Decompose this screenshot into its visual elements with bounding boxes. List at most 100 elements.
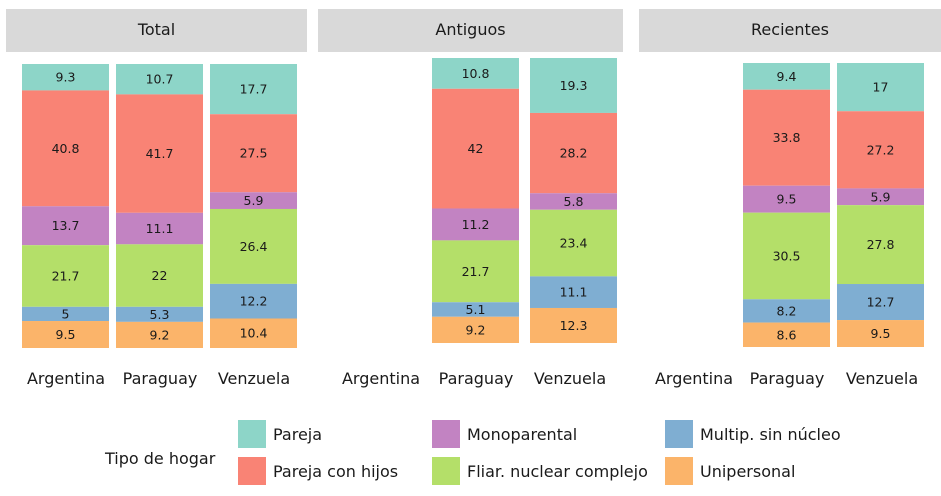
legend-swatch-unipersonal [665, 457, 693, 485]
bar-segment-total-argentina-pareja [22, 64, 109, 91]
legend-label-unipersonal: Unipersonal [700, 462, 795, 481]
bar-segment-recientes-paraguay-pareja [743, 63, 830, 90]
tick-label-total-argentina: Argentina [27, 369, 105, 388]
bar-segment-recientes-paraguay-unipersonal [743, 322, 830, 347]
data-label-total-paraguay-unipersonal: 9.2 [150, 327, 170, 342]
data-label-total-argentina-multip-sin-nucleo: 5 [62, 306, 70, 321]
bar-segment-antiguos-paraguay-pareja-con-hijos [432, 88, 519, 209]
tick-label-antiguos-paraguay: Paraguay [439, 369, 514, 388]
legend-swatch-multip-sin-nucleo [665, 420, 693, 448]
panel-title-recientes: Recientes [751, 20, 829, 39]
bar-segment-recientes-venzuela-pareja-con-hijos [837, 111, 924, 189]
data-label-total-argentina-pareja: 9.3 [56, 70, 76, 85]
data-label-recientes-venzuela-unipersonal: 9.5 [871, 326, 891, 341]
tick-label-recientes-paraguay: Paraguay [750, 369, 825, 388]
legend-label-pareja: Pareja [273, 425, 322, 444]
data-label-recientes-paraguay-pareja-con-hijos: 33.8 [773, 130, 801, 145]
bar-segment-total-paraguay-pareja [116, 64, 203, 95]
data-label-antiguos-paraguay-pareja-con-hijos: 42 [468, 141, 484, 156]
tick-label-recientes-venzuela: Venzuela [846, 369, 918, 388]
legend-label-pareja-con-hijos: Pareja con hijos [273, 462, 398, 481]
tick-label-total-paraguay: Paraguay [123, 369, 198, 388]
data-label-total-argentina-pareja-con-hijos: 40.8 [52, 141, 80, 156]
data-label-antiguos-venzuela-pareja: 19.3 [560, 78, 588, 93]
bar-segment-recientes-paraguay-monoparental [743, 185, 830, 213]
data-label-recientes-venzuela-pareja: 17 [873, 80, 889, 95]
data-label-total-venzuela-pareja: 17.7 [240, 82, 268, 97]
bar-segment-antiguos-paraguay-multip-sin-nucleo [432, 302, 519, 317]
legend-label-multip-sin-nucleo: Multip. sin núcleo [700, 425, 841, 444]
data-label-recientes-paraguay-multip-sin-nucleo: 8.2 [777, 303, 797, 318]
panel-title-total: Total [137, 20, 175, 39]
data-label-recientes-paraguay-pareja: 9.4 [777, 69, 797, 84]
bar-segment-recientes-venzuela-unipersonal [837, 320, 924, 347]
legend-swatch-pareja [238, 420, 266, 448]
bar-segment-antiguos-venzuela-monoparental [530, 193, 617, 210]
bar-segment-total-paraguay-monoparental [116, 212, 203, 245]
bar-segment-antiguos-venzuela-pareja-con-hijos [530, 112, 617, 194]
data-label-antiguos-paraguay-fliar-nuclear-complejo: 21.7 [462, 264, 490, 279]
bar-segment-antiguos-venzuela-multip-sin-nucleo [530, 276, 617, 308]
legend-label-monoparental: Monoparental [467, 425, 577, 444]
data-label-recientes-paraguay-unipersonal: 8.6 [777, 327, 797, 342]
data-label-total-paraguay-fliar-nuclear-complejo: 22 [152, 268, 168, 283]
bar-segment-recientes-paraguay-fliar-nuclear-complejo [743, 212, 830, 300]
bar-segment-total-argentina-multip-sin-nucleo [22, 306, 109, 322]
bar-segment-recientes-venzuela-pareja [837, 63, 924, 112]
data-label-total-venzuela-monoparental: 5.9 [244, 193, 264, 208]
bar-segment-total-venzuela-unipersonal [210, 318, 297, 348]
bar-segment-total-paraguay-fliar-nuclear-complejo [116, 244, 203, 307]
bar-segment-recientes-venzuela-fliar-nuclear-complejo [837, 205, 924, 285]
data-label-recientes-venzuela-monoparental: 5.9 [871, 189, 891, 204]
bar-segment-recientes-venzuela-multip-sin-nucleo [837, 284, 924, 321]
bar-segment-total-paraguay-unipersonal [116, 321, 203, 348]
bar-segment-total-argentina-monoparental [22, 206, 109, 246]
tick-label-total-venzuela: Venzuela [218, 369, 290, 388]
data-label-total-argentina-unipersonal: 9.5 [56, 327, 76, 342]
bar-segment-total-argentina-pareja-con-hijos [22, 90, 109, 207]
data-label-recientes-paraguay-fliar-nuclear-complejo: 30.5 [773, 248, 801, 263]
legend-title: Tipo de hogar [104, 449, 216, 468]
bar-segment-recientes-paraguay-multip-sin-nucleo [743, 299, 830, 323]
data-label-total-argentina-monoparental: 13.7 [52, 218, 80, 233]
data-label-total-paraguay-pareja-con-hijos: 41.7 [146, 146, 174, 161]
bar-segment-total-paraguay-multip-sin-nucleo [116, 306, 203, 322]
data-label-total-venzuela-fliar-nuclear-complejo: 26.4 [240, 239, 268, 254]
data-label-antiguos-venzuela-unipersonal: 12.3 [560, 318, 588, 333]
bar-segment-total-paraguay-pareja-con-hijos [116, 94, 203, 213]
data-label-recientes-venzuela-fliar-nuclear-complejo: 27.8 [867, 237, 895, 252]
data-label-recientes-paraguay-monoparental: 9.5 [777, 192, 797, 207]
tick-label-antiguos-argentina: Argentina [342, 369, 420, 388]
data-label-recientes-venzuela-multip-sin-nucleo: 12.7 [867, 295, 895, 310]
legend-swatch-monoparental [432, 420, 460, 448]
bar-segment-recientes-paraguay-pareja-con-hijos [743, 89, 830, 186]
data-label-antiguos-venzuela-multip-sin-nucleo: 11.1 [560, 285, 588, 300]
bar-segment-total-venzuela-fliar-nuclear-complejo [210, 208, 297, 284]
bar-segment-antiguos-venzuela-pareja [530, 58, 617, 113]
bar-segment-antiguos-paraguay-monoparental [432, 208, 519, 241]
legend-swatch-fliar-nuclear-complejo [432, 457, 460, 485]
bar-segment-recientes-venzuela-monoparental [837, 188, 924, 206]
legend-label-fliar-nuclear-complejo: Fliar. nuclear complejo [467, 462, 648, 481]
bar-segment-total-venzuela-multip-sin-nucleo [210, 283, 297, 319]
bar-segment-total-venzuela-pareja [210, 64, 297, 115]
panel-title-antiguos: Antiguos [435, 20, 505, 39]
data-label-total-paraguay-monoparental: 11.1 [146, 221, 174, 236]
panel-header-recientes [639, 9, 941, 52]
bar-segment-antiguos-venzuela-unipersonal [530, 307, 617, 343]
data-label-antiguos-paraguay-monoparental: 11.2 [462, 217, 490, 232]
bar-segment-total-argentina-fliar-nuclear-complejo [22, 245, 109, 307]
tick-label-recientes-argentina: Argentina [655, 369, 733, 388]
data-label-total-venzuela-pareja-con-hijos: 27.5 [240, 146, 268, 161]
data-label-antiguos-paraguay-multip-sin-nucleo: 5.1 [466, 302, 486, 317]
bar-segment-antiguos-paraguay-pareja [432, 58, 519, 89]
data-label-antiguos-paraguay-pareja: 10.8 [462, 66, 490, 81]
bar-segment-total-venzuela-monoparental [210, 192, 297, 209]
data-label-total-paraguay-multip-sin-nucleo: 5.3 [150, 307, 170, 322]
data-label-total-paraguay-pareja: 10.7 [146, 72, 174, 87]
data-label-antiguos-venzuela-fliar-nuclear-complejo: 23.4 [560, 236, 588, 251]
bar-segment-antiguos-paraguay-unipersonal [432, 316, 519, 343]
legend-swatch-pareja-con-hijos [238, 457, 266, 485]
data-label-antiguos-venzuela-monoparental: 5.8 [564, 194, 584, 209]
bar-segment-antiguos-paraguay-fliar-nuclear-complejo [432, 240, 519, 303]
